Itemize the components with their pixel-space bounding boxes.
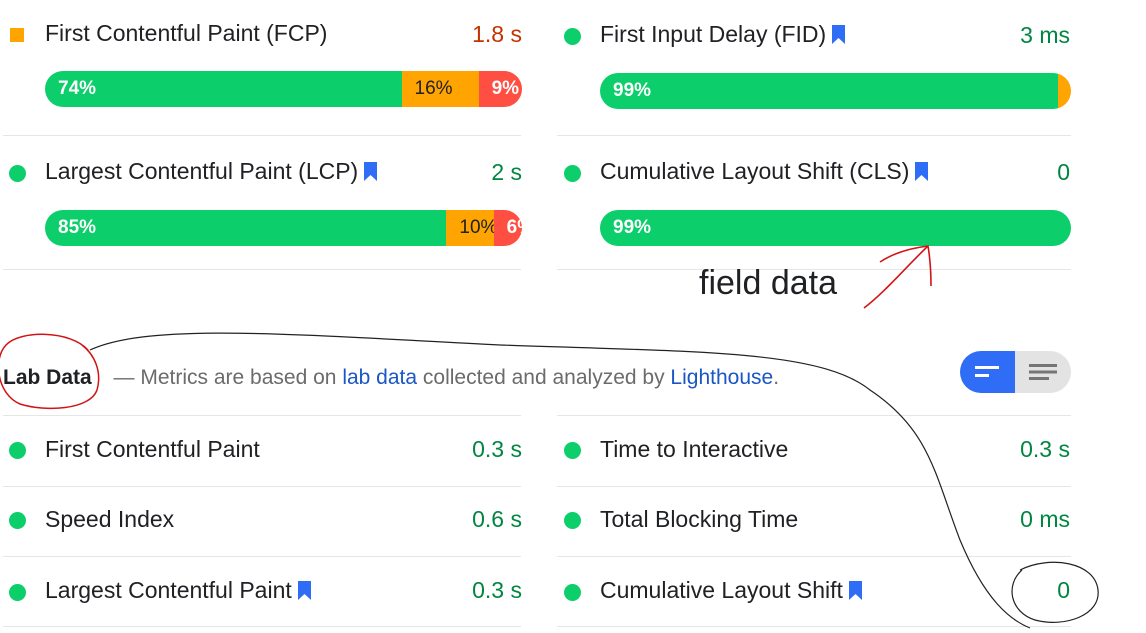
lab-value-speed-index: 0.6 s bbox=[472, 506, 522, 532]
good-dot-icon bbox=[564, 442, 581, 459]
bar-segment-poor: 9% bbox=[478, 71, 522, 107]
bookmark-icon[interactable] bbox=[364, 162, 378, 181]
bar-segment-average: 16% bbox=[401, 71, 479, 107]
metric-label-text: First Contentful Paint (FCP) bbox=[45, 20, 328, 46]
average-square-icon bbox=[10, 28, 24, 42]
metric-label-cls: Cumulative Layout Shift (CLS) bbox=[600, 158, 929, 185]
row-divider bbox=[557, 556, 1071, 557]
lab-data-header: Lab Data — Metrics are based on lab data… bbox=[3, 366, 779, 390]
view-toggle[interactable] bbox=[960, 351, 1071, 393]
row-divider bbox=[557, 626, 1071, 627]
good-dot-icon bbox=[564, 165, 581, 182]
good-dot-icon bbox=[564, 28, 581, 45]
row-divider bbox=[3, 626, 521, 627]
metric-label-fid: First Input Delay (FID) bbox=[600, 21, 846, 48]
metric-label-text: Largest Contentful Paint bbox=[45, 577, 292, 603]
metric-value-fcp: 1.8 s bbox=[472, 21, 522, 47]
bookmark-icon[interactable] bbox=[915, 162, 929, 181]
field-data-annotation: field data bbox=[699, 264, 837, 302]
bar-segment-good: 99% bbox=[600, 73, 1058, 109]
metric-label-text: Cumulative Layout Shift bbox=[600, 577, 843, 603]
metric-value-cls: 0 bbox=[1057, 159, 1070, 185]
list-view-button[interactable] bbox=[1015, 351, 1071, 393]
row-divider bbox=[557, 269, 1071, 270]
distribution-bar-fid: 99% 1% bbox=[600, 73, 1071, 109]
metric-label-lcp: Largest Contentful Paint (LCP) bbox=[45, 158, 378, 185]
black-circle-annotation bbox=[1011, 561, 1099, 623]
bookmark-icon[interactable] bbox=[848, 581, 862, 600]
lab-value-lcp: 0.3 s bbox=[472, 577, 522, 603]
metric-label-fcp: First Contentful Paint (FCP) bbox=[45, 20, 327, 47]
metric-label-text: First Input Delay (FID) bbox=[600, 21, 827, 47]
lab-metric-speed-index: Speed Index bbox=[45, 506, 174, 533]
lab-desc-middle: collected and analyzed by bbox=[422, 366, 665, 389]
lab-metric-fcp: First Contentful Paint bbox=[45, 436, 260, 463]
metric-value-fid: 3 ms bbox=[1020, 22, 1070, 48]
good-dot-icon bbox=[564, 584, 581, 601]
row-divider bbox=[3, 556, 521, 557]
row-divider bbox=[557, 415, 1071, 416]
lab-value-fcp: 0.3 s bbox=[472, 436, 522, 462]
distribution-bar-fcp: 74% 16% 9% bbox=[45, 71, 522, 107]
lab-value-tti: 0.3 s bbox=[1020, 436, 1070, 462]
lab-value-tbt: 0 ms bbox=[1020, 506, 1070, 532]
lab-dash: — bbox=[113, 366, 135, 389]
good-dot-icon bbox=[9, 165, 26, 182]
lab-value-cls: 0 bbox=[1057, 577, 1070, 603]
red-arrowhead bbox=[879, 245, 932, 287]
metric-label-text: First Contentful Paint bbox=[45, 436, 260, 462]
bar-segment-average: 10% bbox=[446, 210, 497, 246]
lab-desc-after: . bbox=[773, 366, 780, 389]
row-divider bbox=[557, 135, 1071, 136]
metric-label-text: Cumulative Layout Shift (CLS) bbox=[600, 158, 910, 184]
row-divider bbox=[3, 269, 521, 270]
summary-icon bbox=[974, 366, 999, 377]
bookmark-icon[interactable] bbox=[297, 581, 311, 600]
bar-segment-average: 1% bbox=[1058, 73, 1071, 109]
row-divider bbox=[557, 486, 1071, 487]
row-divider bbox=[3, 135, 521, 136]
bookmark-icon[interactable] bbox=[832, 25, 846, 44]
lab-desc-before: Metrics are based on bbox=[140, 366, 337, 389]
lab-metric-lcp: Largest Contentful Paint bbox=[45, 577, 311, 604]
summary-view-button[interactable] bbox=[960, 351, 1015, 393]
bar-segment-good: 74% bbox=[45, 71, 402, 107]
distribution-bar-lcp: 85% 10% 6% bbox=[45, 210, 522, 246]
red-arrow-stroke bbox=[863, 245, 929, 309]
metric-label-text: Total Blocking Time bbox=[600, 506, 799, 532]
metric-value-lcp: 2 s bbox=[491, 159, 522, 185]
list-icon bbox=[1029, 364, 1057, 380]
lab-metric-tti: Time to Interactive bbox=[600, 436, 788, 463]
lab-data-link[interactable]: lab data bbox=[342, 366, 418, 389]
lab-metric-cls: Cumulative Layout Shift bbox=[600, 577, 862, 604]
bar-segment-good: 99% bbox=[600, 210, 1071, 246]
lighthouse-link[interactable]: Lighthouse bbox=[670, 366, 774, 389]
bar-segment-good: 85% bbox=[45, 210, 447, 246]
good-dot-icon bbox=[9, 442, 26, 459]
metric-label-text: Speed Index bbox=[45, 506, 175, 532]
row-divider bbox=[3, 486, 521, 487]
row-divider bbox=[3, 415, 521, 416]
good-dot-icon bbox=[564, 512, 581, 529]
lab-data-title: Lab Data bbox=[3, 366, 92, 389]
bar-segment-poor: 6% bbox=[493, 210, 522, 246]
lab-metric-tbt: Total Blocking Time bbox=[600, 506, 798, 533]
good-dot-icon bbox=[9, 584, 26, 601]
metric-label-text: Time to Interactive bbox=[600, 436, 789, 462]
good-dot-icon bbox=[9, 512, 26, 529]
metric-label-text: Largest Contentful Paint (LCP) bbox=[45, 158, 359, 184]
distribution-bar-cls: 99% bbox=[600, 210, 1071, 246]
